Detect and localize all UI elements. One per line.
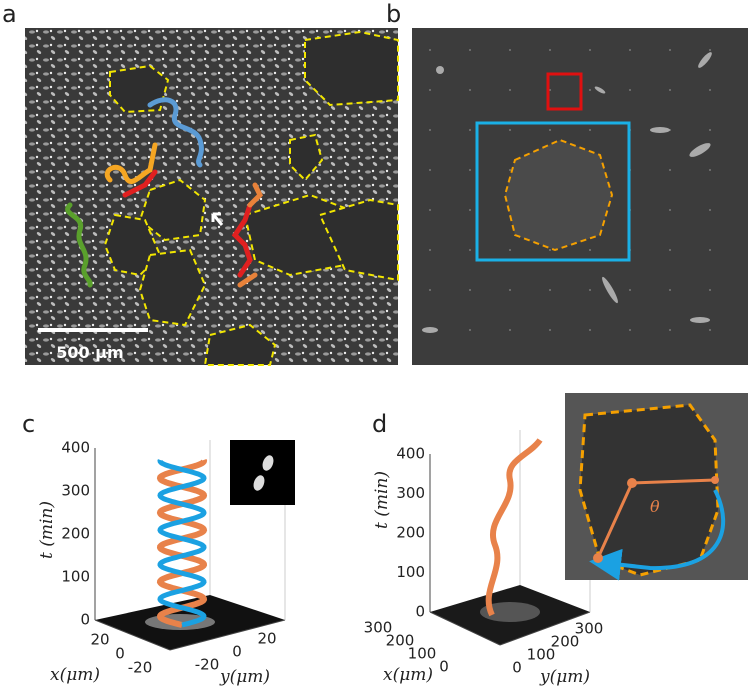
y-tick-label: 20: [257, 630, 276, 648]
x-tick-label: 0: [115, 645, 125, 663]
inset-image: [230, 440, 295, 505]
panel-label: d: [372, 410, 387, 438]
x-tick-label: 20: [90, 631, 109, 649]
t-tick-label: 100: [61, 568, 90, 586]
x-tick-label: 200: [386, 632, 415, 650]
y-tick-label: 200: [551, 633, 580, 651]
x-tick-label: 100: [408, 645, 437, 663]
x-tick-label: 0: [439, 658, 449, 676]
t-tick-label: 200: [61, 525, 90, 543]
axis-label: x(μm): [383, 665, 433, 685]
t-tick-label: 0: [415, 603, 425, 621]
plot-3d: [429, 393, 748, 646]
t-tick-label: 300: [396, 484, 425, 502]
y-tick-label: 0: [232, 643, 242, 661]
y-tick-label: 0: [512, 659, 522, 677]
scale-bar-label: 500 μm: [56, 343, 123, 362]
axis-label: t (min): [37, 501, 57, 559]
cell-track: [485, 438, 543, 617]
t-tick-label: 0: [80, 611, 90, 629]
t-tick-label: 400: [396, 445, 425, 463]
arrow: [211, 212, 224, 226]
axis-label: t (min): [372, 471, 392, 529]
angle-label: θ: [650, 497, 660, 516]
y-tick-label: 300: [575, 620, 604, 638]
cell-track: [157, 459, 207, 628]
axis-label: y(μm): [219, 667, 270, 687]
axis-label: x(μm): [50, 665, 100, 685]
roi-box: [546, 72, 583, 111]
panel-label: c: [22, 410, 35, 438]
panel-label: b: [386, 0, 401, 28]
t-tick-label: 200: [396, 524, 425, 542]
t-tick-label: 400: [61, 439, 90, 457]
t-tick-label: 100: [396, 563, 425, 581]
x-tick-label: 300: [364, 619, 393, 637]
cell-tracks: [65, 97, 264, 288]
colony-outline: [503, 138, 614, 252]
colony-outlines: [103, 30, 399, 366]
panel-label: a: [2, 0, 17, 28]
roi-box: [475, 121, 631, 262]
cells: [422, 52, 712, 333]
axis-label: y(μm): [539, 667, 590, 687]
y-tick-label: 100: [527, 646, 556, 664]
t-tick-label: 300: [61, 482, 90, 500]
x-tick-label: -20: [128, 659, 153, 677]
y-tick-label: -20: [195, 656, 220, 674]
